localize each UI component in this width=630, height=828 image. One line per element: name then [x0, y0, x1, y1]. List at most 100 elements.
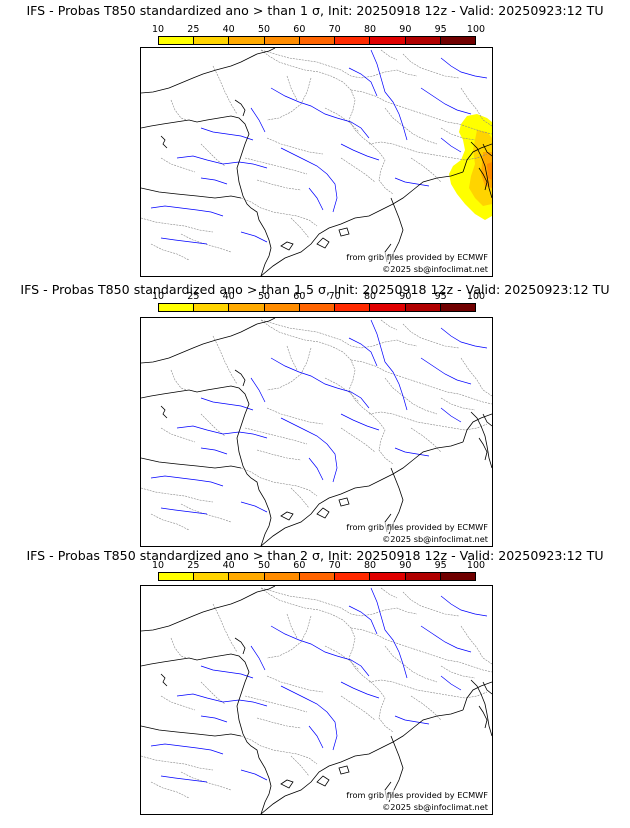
river-line [200, 127, 254, 141]
colorbar-tick-label: 80 [363, 24, 377, 35]
admin-border-line [212, 603, 238, 653]
panel-2-colorbar: 10 25 40 50 60 70 80 90 95 100 [152, 291, 485, 312]
coastline [160, 135, 168, 149]
coastline [338, 227, 350, 237]
map-canvas [141, 586, 492, 814]
panel-2-title: IFS - Probas T850 standardized ano > tha… [20, 282, 610, 297]
coastline [160, 405, 168, 419]
river-line [150, 743, 224, 755]
coastline [234, 637, 246, 655]
river-line [176, 693, 268, 707]
river-line [348, 605, 378, 635]
admin-border-line [212, 65, 238, 115]
admin-border-line [170, 99, 188, 121]
river-line [240, 231, 268, 243]
admin-border-line [256, 717, 302, 729]
colorbar-tick-label: 80 [363, 560, 377, 571]
colorbar-swatch [229, 573, 265, 580]
colorbar-swatch [194, 37, 230, 44]
river-line [348, 67, 378, 97]
coastline [470, 679, 492, 737]
admin-border-line [244, 157, 308, 175]
admin-border-line [380, 319, 398, 331]
colorbar-swatch [335, 37, 371, 44]
river-line [160, 237, 208, 245]
panel-2-map: from grib files provided by ECMWF ©2025 … [140, 317, 493, 547]
coastline [338, 497, 350, 507]
colorbar-tick-label: 60 [293, 560, 306, 571]
admin-border-line [402, 323, 460, 349]
admin-border-line [150, 781, 190, 799]
coastline [280, 511, 294, 521]
probability-area [449, 114, 492, 220]
admin-border-line [200, 413, 226, 437]
admin-border-line [260, 319, 394, 465]
colorbar-labels: 10 25 40 50 60 70 80 90 95 100 [152, 291, 485, 303]
river-line [280, 417, 338, 483]
admin-border-line [340, 157, 376, 183]
admin-border-line [240, 197, 318, 227]
river-line [440, 595, 488, 617]
river-line [200, 715, 228, 723]
admin-border-line [340, 427, 376, 453]
colorbar-tick-label: 90 [399, 560, 412, 571]
colorbar-swatch [370, 37, 406, 44]
river-line [270, 625, 338, 657]
admin-border-line [266, 137, 324, 155]
copyright-credit: ©2025 sb@infoclimat.net [382, 534, 488, 544]
admin-border-line [266, 615, 312, 659]
colorbar-strip [158, 572, 476, 581]
river-line [420, 357, 472, 385]
probability-40-50-area [481, 152, 492, 188]
admin-border-line [160, 427, 196, 443]
river-line [384, 91, 408, 141]
colorbar-swatch [405, 573, 441, 580]
colorbar-tick-label: 100 [466, 291, 486, 302]
admin-border-line [410, 427, 442, 453]
coastline [482, 143, 492, 157]
admin-border-line [340, 695, 376, 721]
admin-border-line [440, 665, 476, 679]
river-line [336, 387, 370, 409]
admin-border-line [460, 357, 492, 397]
coastline [280, 779, 294, 789]
panel-1-title: IFS - Probas T850 standardized ano > tha… [26, 3, 604, 18]
colorbar-swatch [229, 37, 265, 44]
admin-border-line [380, 49, 398, 61]
colorbar-tick-label: 40 [222, 24, 235, 35]
admin-border-line [286, 345, 298, 371]
admin-border-line [368, 679, 488, 699]
river-line [250, 377, 266, 403]
colorbar-swatch [370, 573, 406, 580]
coastline [478, 437, 488, 461]
panel-3-title: IFS - Probas T850 standardized ano > tha… [26, 548, 604, 563]
admin-border-line [141, 755, 214, 771]
coastline [470, 411, 492, 469]
colorbar-tick-label: 25 [187, 24, 200, 35]
river-line [250, 645, 266, 671]
admin-border-line [180, 771, 232, 791]
admin-border-line [440, 397, 476, 411]
colorbar-tick-label: 100 [466, 560, 486, 571]
admin-border-line [200, 681, 226, 705]
river-line [370, 587, 386, 631]
river-line [384, 361, 408, 411]
colorbar-tick-label: 40 [222, 560, 235, 571]
coastline [338, 765, 350, 775]
admin-border-line [260, 587, 418, 617]
admin-border-line [141, 217, 214, 233]
river-line [394, 447, 430, 457]
admin-border-line [384, 107, 438, 145]
river-line [200, 397, 254, 411]
river-line [308, 725, 324, 749]
colorbar-tick-label: 100 [466, 24, 486, 35]
river-line [340, 143, 380, 161]
admin-border-line [212, 335, 238, 385]
admin-border-line [240, 467, 318, 497]
colorbar-tick-label: 50 [257, 24, 271, 35]
admin-border-line [266, 675, 324, 693]
coastline [482, 681, 492, 695]
coastline [234, 99, 246, 117]
admin-border-line [260, 49, 418, 79]
admin-border-line [141, 487, 214, 503]
